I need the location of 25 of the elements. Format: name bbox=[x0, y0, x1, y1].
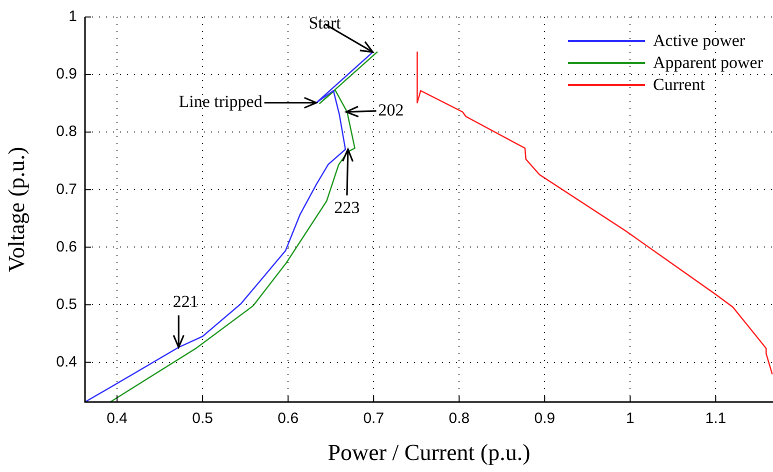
x-tick-label: 0.4 bbox=[106, 410, 128, 428]
y-tick-label: 0.4 bbox=[56, 353, 77, 370]
annotation: Start bbox=[308, 14, 342, 33]
x-tick-label: 0.8 bbox=[448, 410, 470, 428]
y-axis-title: Voltage (p.u.) bbox=[4, 146, 29, 272]
x-tick-label: 0.6 bbox=[278, 410, 299, 428]
y-tick-label: 1 bbox=[68, 8, 77, 26]
legend-label: Current bbox=[653, 74, 705, 96]
y-tick-label: 0.9 bbox=[56, 66, 77, 83]
legend-label: Active power bbox=[653, 30, 746, 52]
annotation: 223 bbox=[334, 198, 360, 217]
annotation: 221 bbox=[172, 292, 198, 311]
x-tick-label: 0.7 bbox=[363, 410, 384, 428]
y-tick-label: 0.5 bbox=[56, 296, 77, 313]
x-tick-label: 0.5 bbox=[192, 410, 214, 428]
x-tick-label: 1.1 bbox=[705, 410, 726, 428]
x-tick-label: 1 bbox=[626, 410, 634, 428]
y-tick-label: 0.8 bbox=[56, 123, 77, 140]
x-axis-title: Power / Current (p.u.) bbox=[328, 440, 530, 466]
y-tick-label: 0.7 bbox=[56, 180, 77, 198]
annotation: Line tripped bbox=[178, 92, 263, 112]
annotation: 202 bbox=[378, 100, 404, 120]
legend-label: Apparent power bbox=[653, 52, 763, 74]
y-tick-label: 0.6 bbox=[56, 238, 77, 256]
x-tick-label: 0.9 bbox=[534, 410, 556, 428]
